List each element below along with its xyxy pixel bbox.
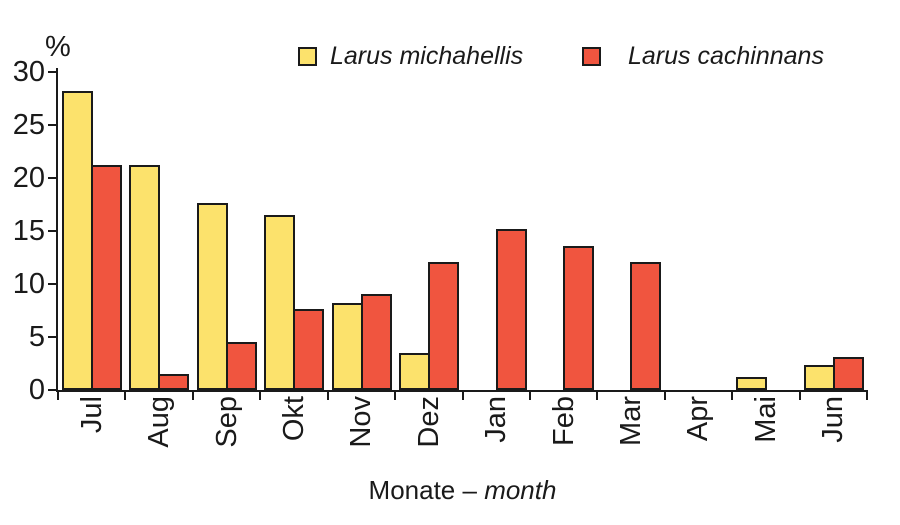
- y-tick-label-20: 20: [12, 162, 45, 194]
- x-tick-12: [866, 390, 868, 400]
- y-tick-label-30: 30: [12, 56, 45, 88]
- y-tick-label-10: 10: [12, 268, 45, 300]
- x-tick-1: [124, 390, 127, 400]
- y-axis-unit-label: %: [45, 31, 71, 63]
- bar-sep-michahellis: [196, 203, 228, 390]
- x-label-aug: Aug: [143, 396, 176, 448]
- y-tick-10: [48, 283, 56, 285]
- y-tick-label-25: 25: [12, 109, 45, 141]
- bar-jan-cachinnans: [495, 228, 527, 390]
- x-label-jul: Jul: [75, 396, 108, 434]
- bar-jun-cachinnans: [832, 357, 864, 390]
- legend-swatch-michahellis: [298, 47, 317, 66]
- bar-aug-cachinnans: [158, 374, 190, 390]
- bar-okt-michahellis: [264, 215, 296, 390]
- x-axis-title-german: Monate –: [368, 475, 477, 505]
- x-tick-0: [57, 390, 59, 400]
- x-label-mai: Mai: [749, 396, 782, 443]
- y-tick-label-5: 5: [28, 321, 45, 353]
- x-tick-2: [191, 390, 194, 400]
- x-tick-5: [394, 390, 397, 400]
- x-label-mar: Mar: [615, 396, 648, 446]
- y-tick-5: [48, 336, 56, 338]
- y-axis-line: [56, 68, 58, 392]
- x-label-nov: Nov: [345, 396, 378, 448]
- y-tick-20: [48, 177, 56, 179]
- bar-sep-cachinnans: [225, 342, 257, 390]
- x-label-dez: Dez: [412, 396, 445, 448]
- y-tick-30: [48, 71, 56, 73]
- legend-label-michahellis: Larus michahellis: [330, 42, 524, 70]
- x-tick-9: [663, 390, 666, 400]
- legend-label-cachinnans: Larus cachinnans: [628, 42, 824, 70]
- x-tick-8: [596, 390, 599, 400]
- bar-jul-michahellis: [62, 91, 93, 390]
- x-label-okt: Okt: [277, 396, 310, 442]
- x-tick-3: [259, 390, 262, 400]
- x-tick-4: [326, 390, 329, 400]
- x-axis-title-english: month: [484, 475, 557, 505]
- bar-okt-cachinnans: [293, 309, 325, 390]
- bar-aug-michahellis: [129, 165, 161, 390]
- y-tick-25: [48, 124, 56, 126]
- y-tick-15: [48, 230, 56, 232]
- bar-mai-michahellis: [736, 377, 768, 390]
- bar-dez-cachinnans: [428, 261, 460, 390]
- x-axis-title: Monate – month: [58, 475, 867, 506]
- x-label-feb: Feb: [547, 396, 580, 446]
- bar-dez-michahellis: [399, 352, 431, 390]
- x-tick-7: [528, 390, 531, 400]
- x-label-jan: Jan: [480, 396, 513, 443]
- legend-swatch-cachinnans: [582, 47, 601, 66]
- bar-jul-cachinnans: [91, 165, 122, 390]
- y-tick-label-0: 0: [28, 374, 45, 406]
- bar-feb-cachinnans: [562, 245, 594, 390]
- bar-nov-cachinnans: [360, 293, 392, 390]
- x-tick-10: [731, 390, 734, 400]
- x-label-apr: Apr: [682, 396, 715, 442]
- x-tick-11: [798, 390, 801, 400]
- bar-jun-michahellis: [803, 364, 835, 390]
- x-label-sep: Sep: [210, 396, 243, 448]
- bar-nov-michahellis: [331, 303, 363, 390]
- y-tick-0: [48, 389, 56, 391]
- x-tick-6: [461, 390, 464, 400]
- x-label-jun: Jun: [817, 396, 850, 443]
- bar-mar-cachinnans: [630, 261, 662, 390]
- y-tick-label-15: 15: [12, 215, 45, 247]
